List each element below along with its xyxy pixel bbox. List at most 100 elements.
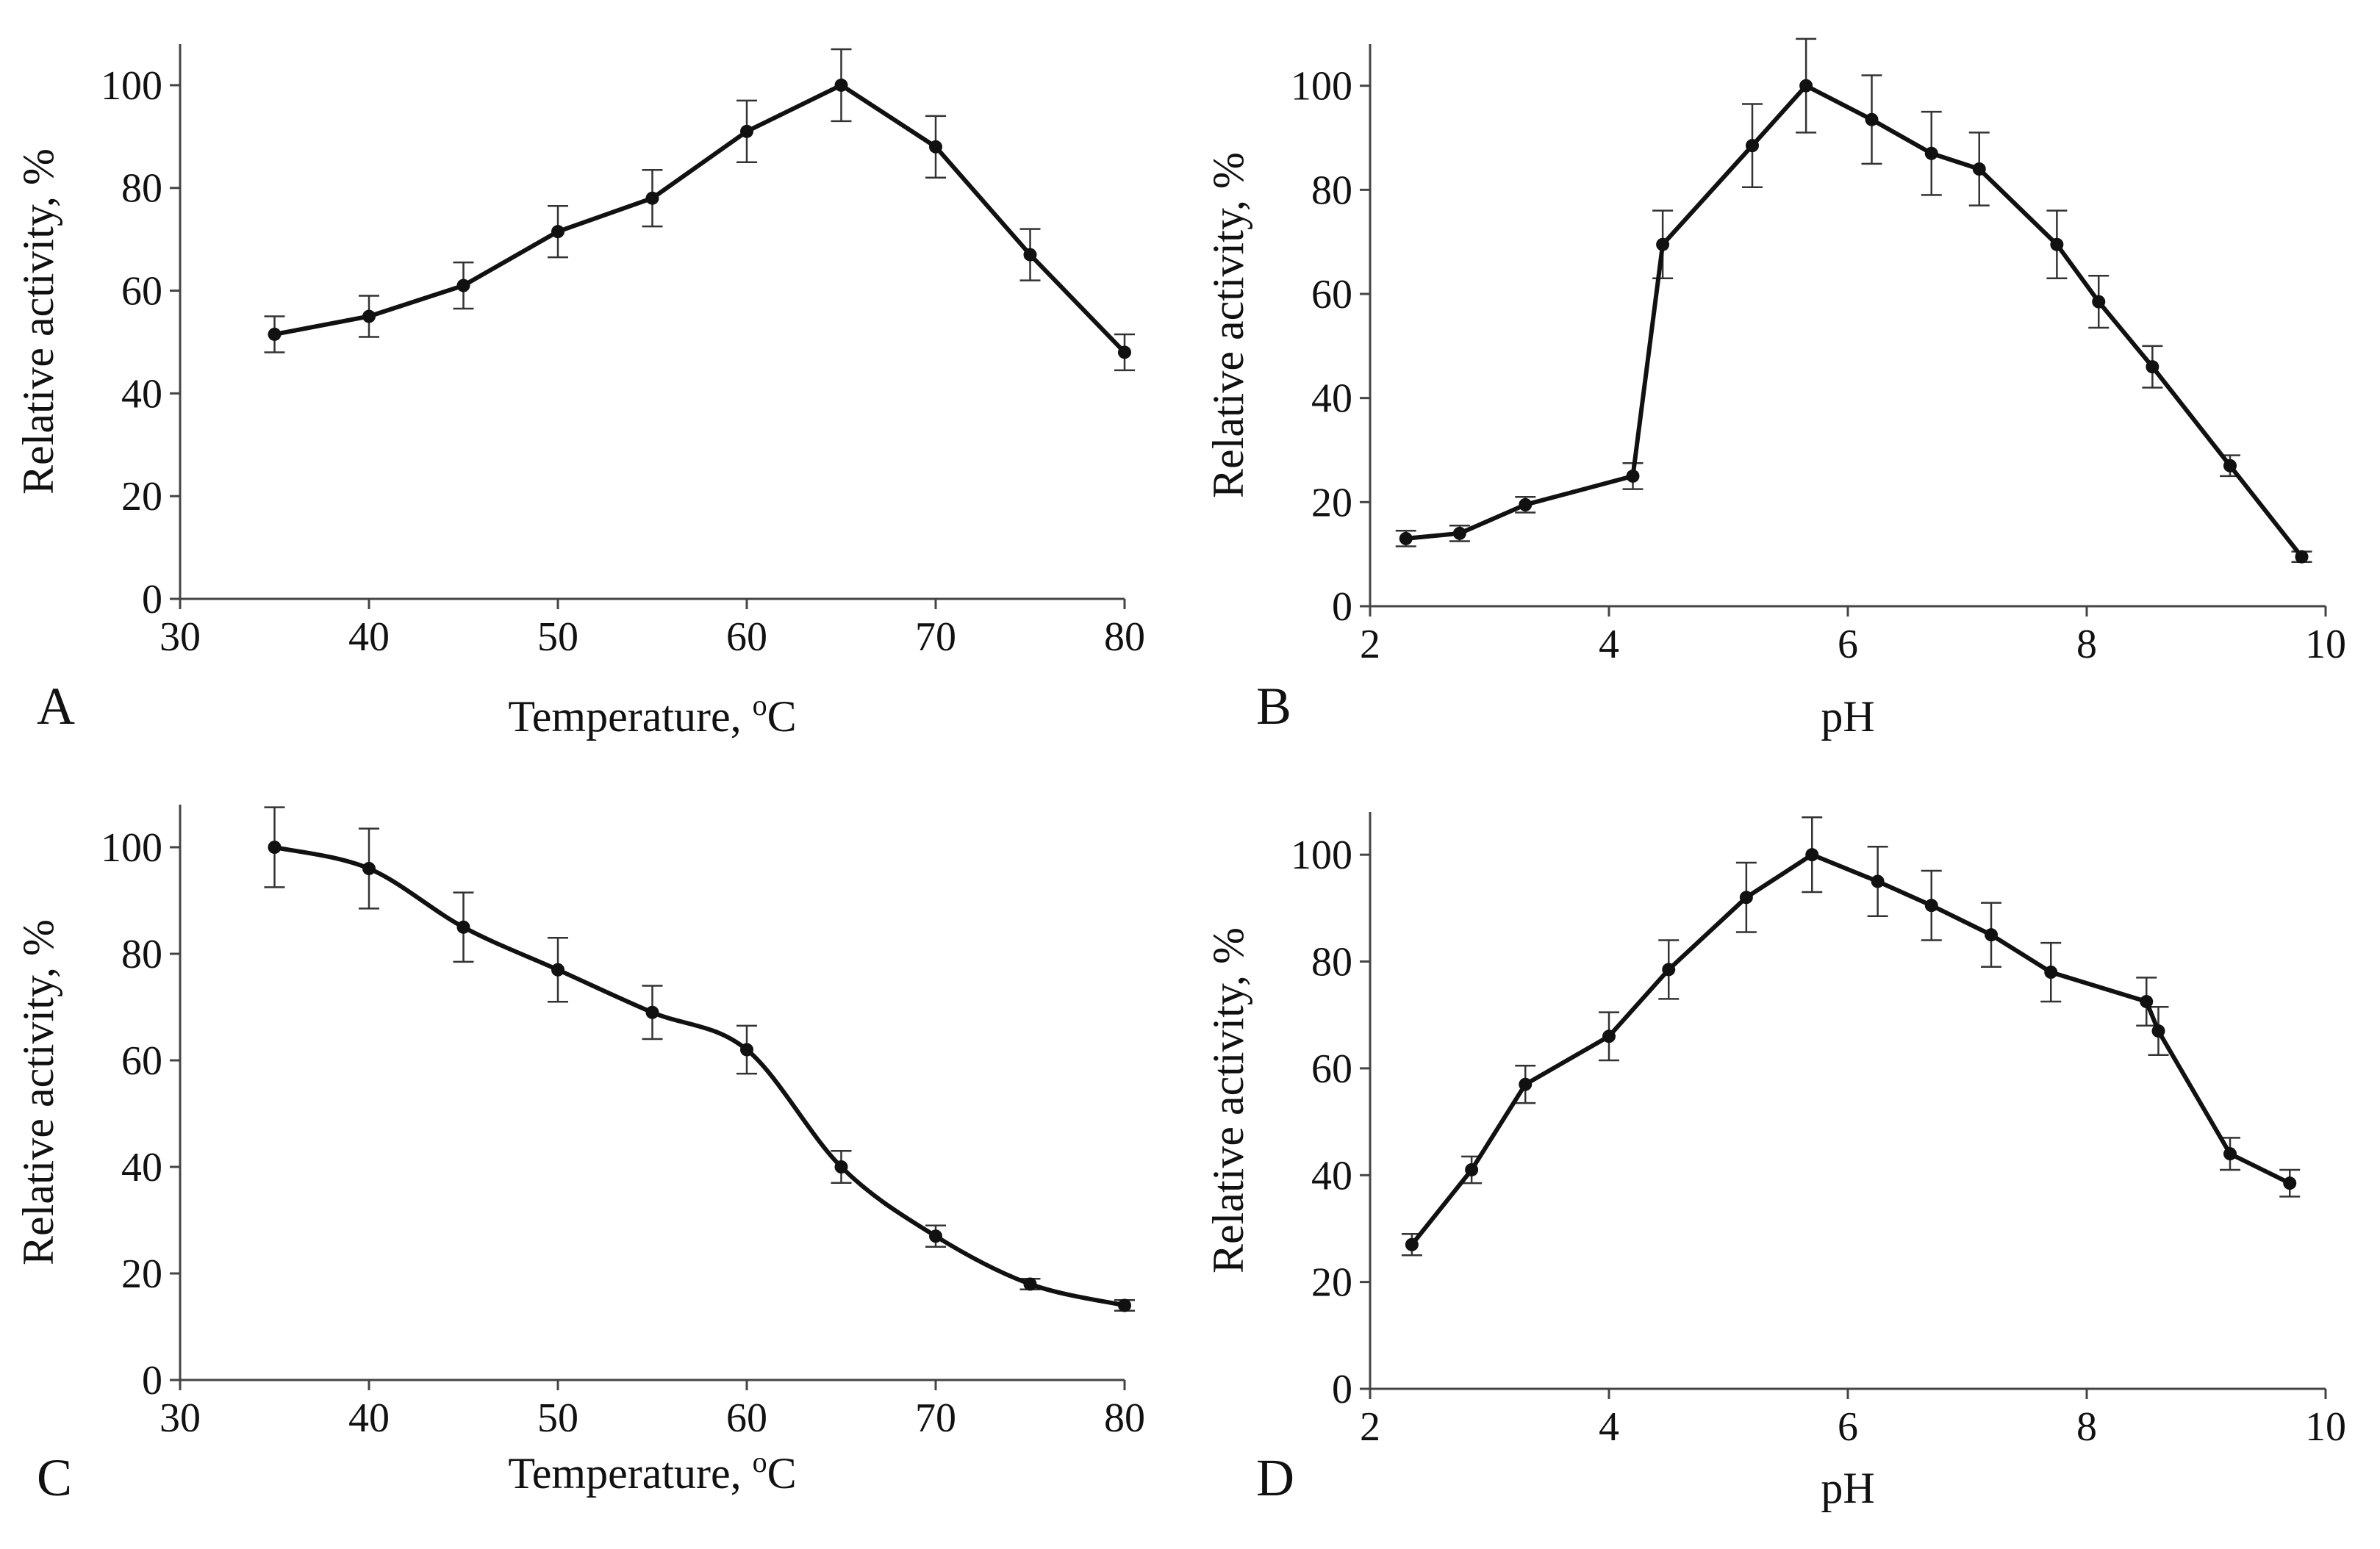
- x-axis-title: pH: [1821, 692, 1874, 741]
- data-point: [1739, 891, 1753, 905]
- y-tick-label: 20: [121, 474, 162, 520]
- y-tick-label: 0: [142, 1358, 162, 1404]
- y-axis-title: Relative activity, %: [14, 148, 62, 495]
- panel-b: 2 4 6 8 10 0 20 40 60 80 100 Relative activity, % pH…: [1190, 0, 2380, 772]
- y-tick-label: 60: [121, 269, 162, 315]
- data-point: [1023, 248, 1037, 262]
- y-tick-label: 100: [101, 825, 162, 871]
- x-tick-label: 4: [1599, 622, 1619, 667]
- x-tick-label: 40: [348, 614, 390, 660]
- x-tick-label: 30: [159, 614, 201, 660]
- data-point: [2151, 1024, 2165, 1038]
- x-tick-label: 30: [159, 1395, 201, 1441]
- series-line: [1405, 82, 2304, 558]
- data-point: [1118, 1298, 1131, 1312]
- data-point: [2050, 237, 2064, 251]
- data-point: [1805, 848, 1819, 862]
- y-tick-label: 40: [121, 371, 162, 417]
- data-point: [1799, 79, 1813, 93]
- data-point: [1662, 963, 1676, 977]
- y-tick-label: 0: [1332, 1367, 1352, 1412]
- data-point: [929, 1229, 942, 1243]
- data-point: [551, 225, 564, 239]
- y-tick-label: 100: [101, 63, 162, 109]
- data-point: [456, 920, 470, 934]
- y-tick-label: 80: [1311, 168, 1352, 213]
- panel-d: 2 4 6 8 10 0 20 40 60 80 100 Relative activity, % pH…: [1190, 772, 2380, 1545]
- y-tick-label: 60: [1311, 272, 1352, 317]
- x-tick-label: 10: [2305, 1404, 2346, 1450]
- x-axis-title-main: pH: [1821, 1464, 1874, 1512]
- data-point: [1924, 899, 1938, 913]
- data-point: [2140, 995, 2154, 1009]
- data-point: [1465, 1162, 1479, 1176]
- data-point: [268, 841, 282, 854]
- x-axis-title-main: pH: [1821, 692, 1874, 741]
- data-point: [2223, 1147, 2237, 1161]
- x-tick-label: 50: [537, 1395, 578, 1441]
- y-tick-label: 40: [1311, 376, 1352, 422]
- data-point: [645, 191, 659, 205]
- data-point: [2223, 459, 2237, 472]
- panel-a: 30 40 50 60 70 80 0 20 40 60 80 100 Relative activit…: [0, 0, 1190, 772]
- data-point: [1985, 928, 1998, 942]
- panel-label: C: [37, 1448, 72, 1507]
- y-tick-label: 100: [1291, 64, 1352, 109]
- data-point: [1746, 139, 1759, 153]
- data-point: [1399, 531, 1413, 545]
- x-tick-label: 60: [726, 1395, 767, 1441]
- data-point: [1865, 112, 1879, 126]
- data-point: [2283, 1176, 2297, 1190]
- data-point: [1871, 874, 1885, 888]
- x-axis-title: Temperature, oC: [508, 689, 796, 741]
- x-tick-label: 6: [1838, 622, 1858, 667]
- data-point: [834, 78, 848, 92]
- x-tick-label: 50: [537, 614, 578, 660]
- data-point: [1972, 162, 1986, 176]
- x-tick-label: 2: [1360, 622, 1380, 667]
- data-point: [1405, 1237, 1419, 1251]
- y-tick-label: 80: [1311, 940, 1352, 985]
- x-axis-title-main: Temperature,: [508, 1449, 752, 1498]
- data-point: [740, 124, 753, 138]
- data-point: [740, 1043, 753, 1057]
- x-axis-title: pH: [1821, 1464, 1874, 1512]
- x-tick-label: 6: [1838, 1404, 1858, 1450]
- y-axis-title: Relative activity, %: [1204, 152, 1252, 498]
- x-tick-label: 80: [1104, 614, 1145, 660]
- data-point: [1656, 237, 1670, 251]
- data-point: [1452, 526, 1466, 540]
- data-point: [1023, 1277, 1037, 1291]
- y-tick-label: 20: [1311, 1260, 1352, 1306]
- data-point: [1602, 1029, 1616, 1043]
- panel-label: D: [1256, 1448, 1294, 1507]
- data-point: [1924, 146, 1938, 160]
- y-tick-label: 40: [121, 1145, 162, 1190]
- data-point: [1519, 1077, 1533, 1091]
- x-axis-title-unit: C: [767, 692, 797, 741]
- chart-c: 30 40 50 60 70 80 0 20 40 60 80 100 Relative activit…: [14, 805, 1145, 1507]
- data-point: [551, 963, 564, 977]
- x-axis-title: Temperature, oC: [508, 1445, 796, 1498]
- series-line: [273, 82, 1127, 354]
- x-tick-label: 4: [1599, 1404, 1619, 1450]
- y-tick-label: 20: [121, 1251, 162, 1297]
- panel-label: A: [37, 677, 75, 736]
- x-tick-label: 40: [348, 1395, 390, 1441]
- data-point: [362, 862, 376, 875]
- y-tick-label: 60: [121, 1038, 162, 1084]
- y-axis-title: Relative activity, %: [14, 919, 62, 1265]
- y-tick-label: 0: [142, 577, 162, 622]
- y-tick-label: 80: [121, 932, 162, 977]
- data-point: [268, 327, 282, 341]
- y-tick-label: 100: [1291, 833, 1352, 878]
- panel-label: B: [1256, 677, 1291, 736]
- data-point: [1118, 345, 1131, 359]
- data-point: [645, 1005, 659, 1019]
- data-point: [834, 1160, 848, 1174]
- data-point: [2295, 550, 2309, 564]
- x-tick-label: 10: [2305, 622, 2346, 667]
- y-axis-title: Relative activity, %: [1204, 927, 1252, 1273]
